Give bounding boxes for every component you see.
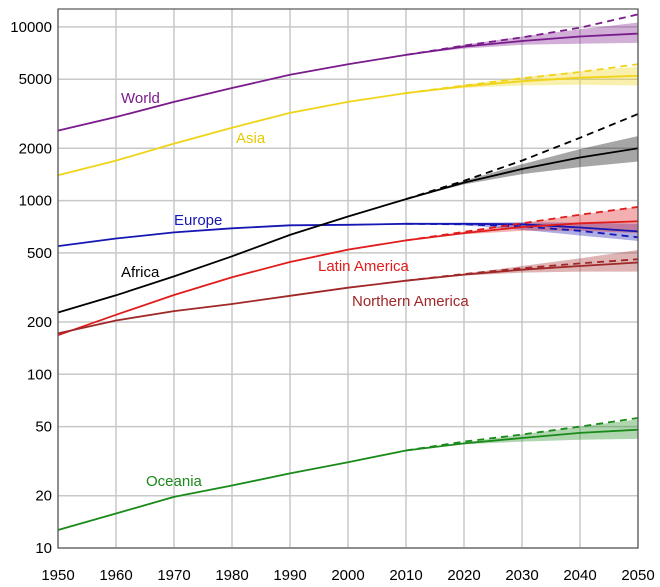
series-label: Northern America: [352, 293, 469, 310]
series-labels: World Asia Europe Africa Latin America Northe…: [121, 90, 469, 490]
x-tick-label: 2020: [447, 567, 480, 584]
x-tick-label: 1950: [41, 567, 74, 584]
series-line-africa: [57, 147, 639, 314]
series-lines: [57, 13, 639, 531]
series-label: Oceania: [146, 473, 203, 490]
y-tick-label: 1000: [19, 193, 52, 210]
series-dashed-northern-america: [405, 258, 639, 282]
x-tick-label: 2050: [621, 567, 654, 584]
y-tick-labels: 10 20 50 100 200 500 1000 2000 5000 10000: [10, 19, 52, 557]
x-tick-label: 1990: [273, 567, 306, 584]
y-tick-label: 20: [35, 488, 52, 505]
series-label: World: [121, 90, 160, 107]
x-tick-label: 1960: [99, 567, 132, 584]
y-tick-label: 10: [35, 540, 52, 557]
x-tick-label: 1980: [215, 567, 248, 584]
series-label: Asia: [236, 130, 266, 147]
series-line-northern-america: [57, 261, 639, 335]
y-tick-label: 10000: [10, 19, 52, 36]
series-line-asia: [57, 74, 639, 177]
y-tick-label: 500: [27, 245, 52, 262]
series-label: Africa: [121, 264, 160, 281]
series-line-oceania: [57, 428, 639, 531]
series-dashed-europe: [405, 222, 639, 239]
series-label: Latin America: [318, 258, 410, 275]
series-dashed-africa: [405, 113, 639, 200]
x-tick-label: 2030: [505, 567, 538, 584]
series-line-latin-america: [57, 220, 639, 337]
series-dashed-world: [405, 13, 639, 56]
x-tick-label: 1970: [157, 567, 190, 584]
x-tick-label: 2010: [389, 567, 422, 584]
x-tick-label: 2040: [563, 567, 596, 584]
y-tick-label: 5000: [19, 71, 52, 88]
y-tick-label: 100: [27, 366, 52, 383]
y-tick-label: 50: [35, 419, 52, 436]
plot-frame: [57, 8, 639, 549]
y-tick-label: 200: [27, 314, 52, 331]
series-label: Europe: [174, 212, 222, 229]
x-tick-labels: 1950 1960 1970 1980 1990 2000 2010 2020 2030 2040…: [41, 567, 654, 584]
series-dashed-latin-america: [405, 206, 639, 242]
series-dashed-oceania: [405, 417, 639, 452]
series-dashed-asia: [405, 63, 639, 94]
series-line-world: [57, 32, 639, 132]
y-tick-label: 2000: [19, 140, 52, 157]
x-tick-label: 2000: [331, 567, 364, 584]
